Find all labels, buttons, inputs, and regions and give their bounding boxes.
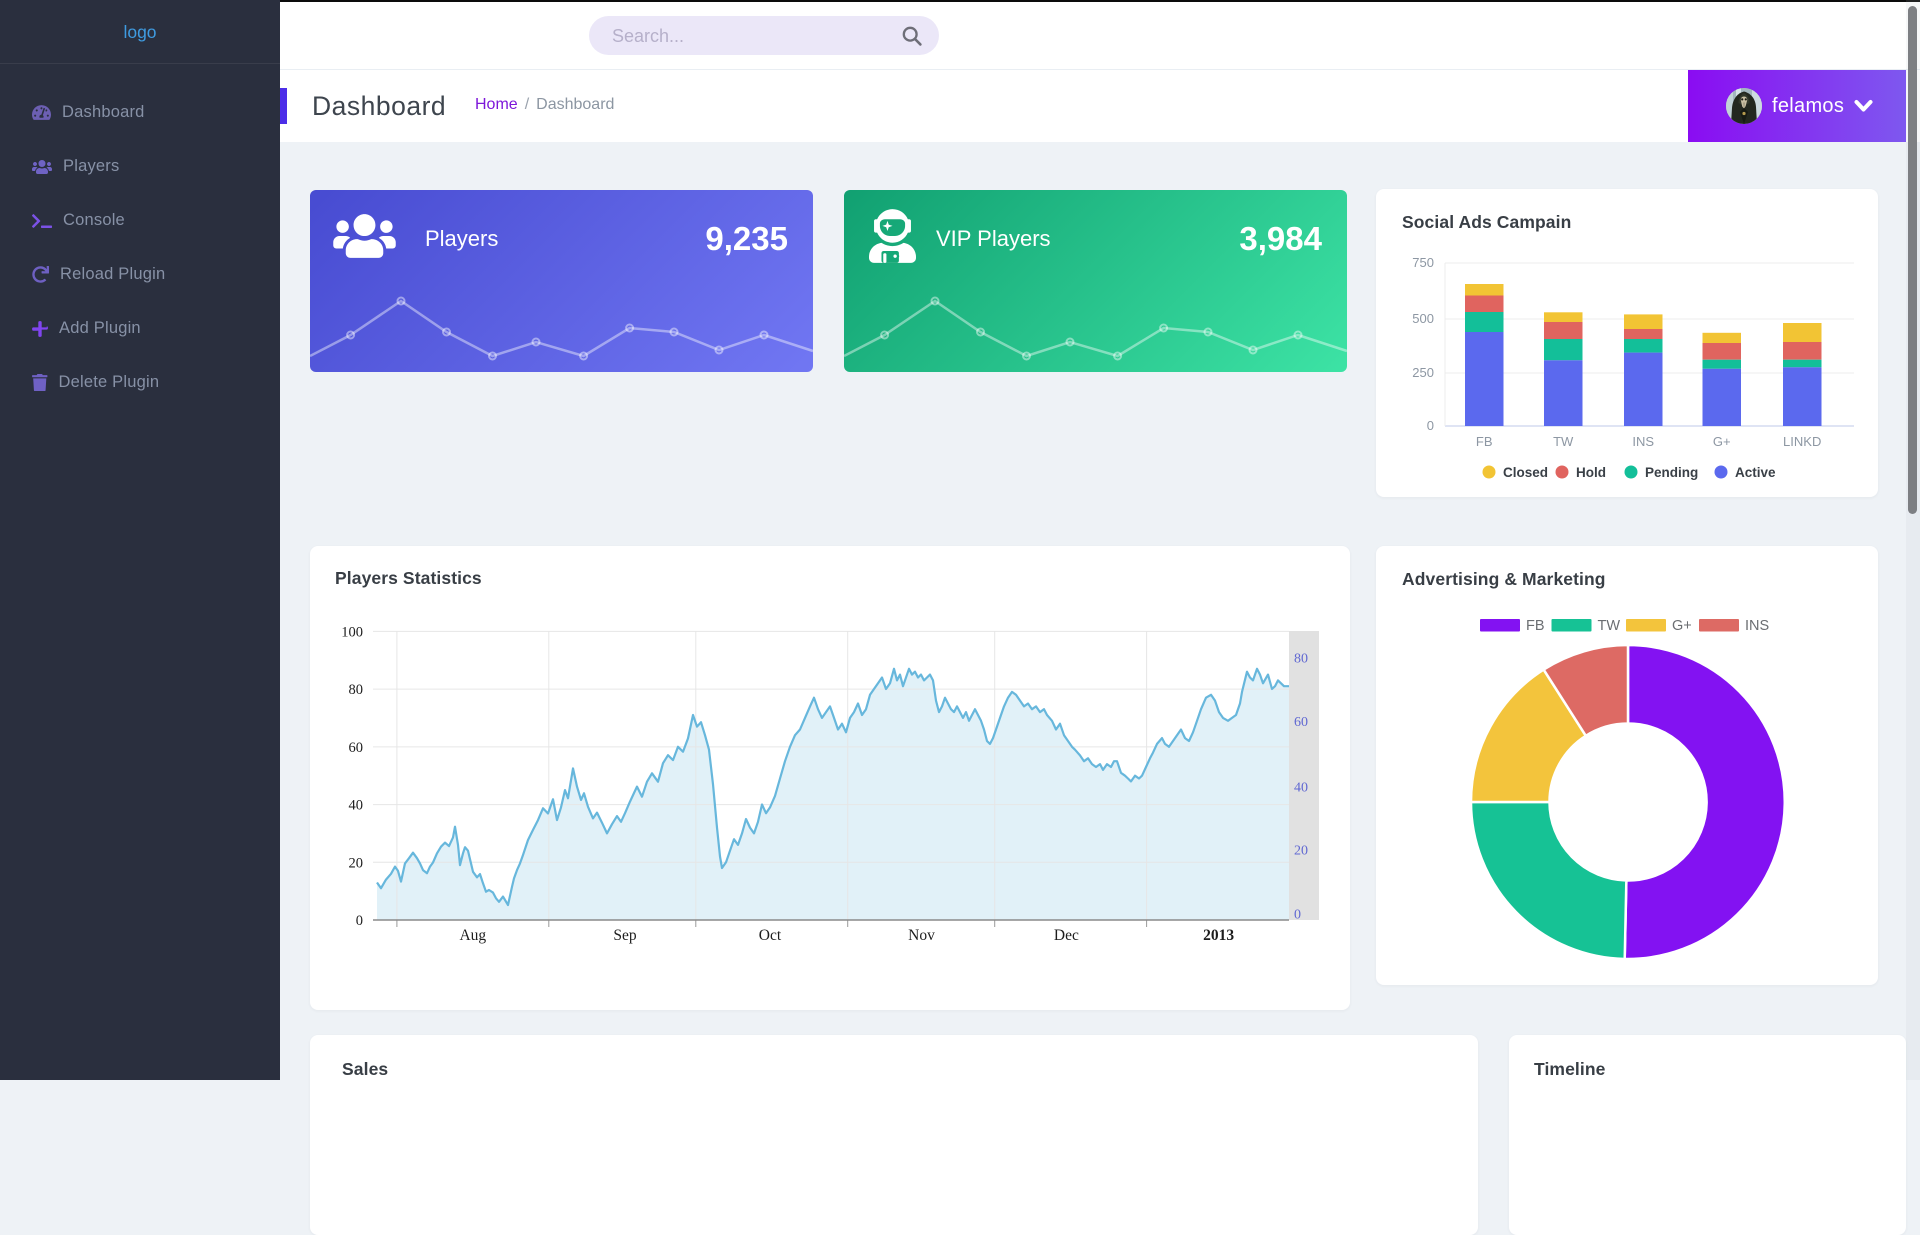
- svg-text:TW: TW: [1598, 618, 1621, 634]
- svg-text:TW: TW: [1553, 434, 1574, 449]
- svg-text:G+: G+: [1713, 434, 1731, 449]
- svg-text:Dec: Dec: [1054, 927, 1079, 944]
- svg-text:750: 750: [1412, 255, 1434, 270]
- svg-text:G+: G+: [1672, 618, 1692, 634]
- svg-text:2013: 2013: [1203, 927, 1234, 944]
- svg-text:80: 80: [349, 682, 364, 698]
- svg-text:INS: INS: [1632, 434, 1654, 449]
- svg-text:20: 20: [1294, 843, 1308, 858]
- svg-text:40: 40: [349, 798, 364, 814]
- svg-text:0: 0: [356, 913, 363, 929]
- svg-text:40: 40: [1294, 781, 1308, 796]
- svg-text:80: 80: [1294, 651, 1308, 666]
- svg-text:LINKD: LINKD: [1783, 434, 1821, 449]
- svg-text:500: 500: [1412, 311, 1434, 326]
- svg-text:Closed: Closed: [1503, 465, 1548, 480]
- svg-text:Pending: Pending: [1645, 465, 1698, 480]
- svg-text:20: 20: [349, 855, 364, 871]
- svg-text:Aug: Aug: [459, 927, 486, 944]
- svg-text:Nov: Nov: [908, 927, 935, 944]
- svg-text:Oct: Oct: [759, 927, 782, 944]
- svg-text:100: 100: [341, 624, 363, 640]
- svg-text:FB: FB: [1526, 618, 1545, 634]
- svg-text:Sep: Sep: [613, 927, 637, 944]
- svg-text:Active: Active: [1735, 465, 1776, 480]
- svg-text:FB: FB: [1476, 434, 1493, 449]
- svg-text:60: 60: [1294, 715, 1308, 730]
- svg-text:0: 0: [1427, 418, 1434, 433]
- svg-text:250: 250: [1412, 365, 1434, 380]
- svg-text:60: 60: [349, 740, 364, 756]
- svg-text:Hold: Hold: [1576, 465, 1606, 480]
- svg-text:INS: INS: [1745, 618, 1769, 634]
- svg-text:0: 0: [1294, 907, 1301, 922]
